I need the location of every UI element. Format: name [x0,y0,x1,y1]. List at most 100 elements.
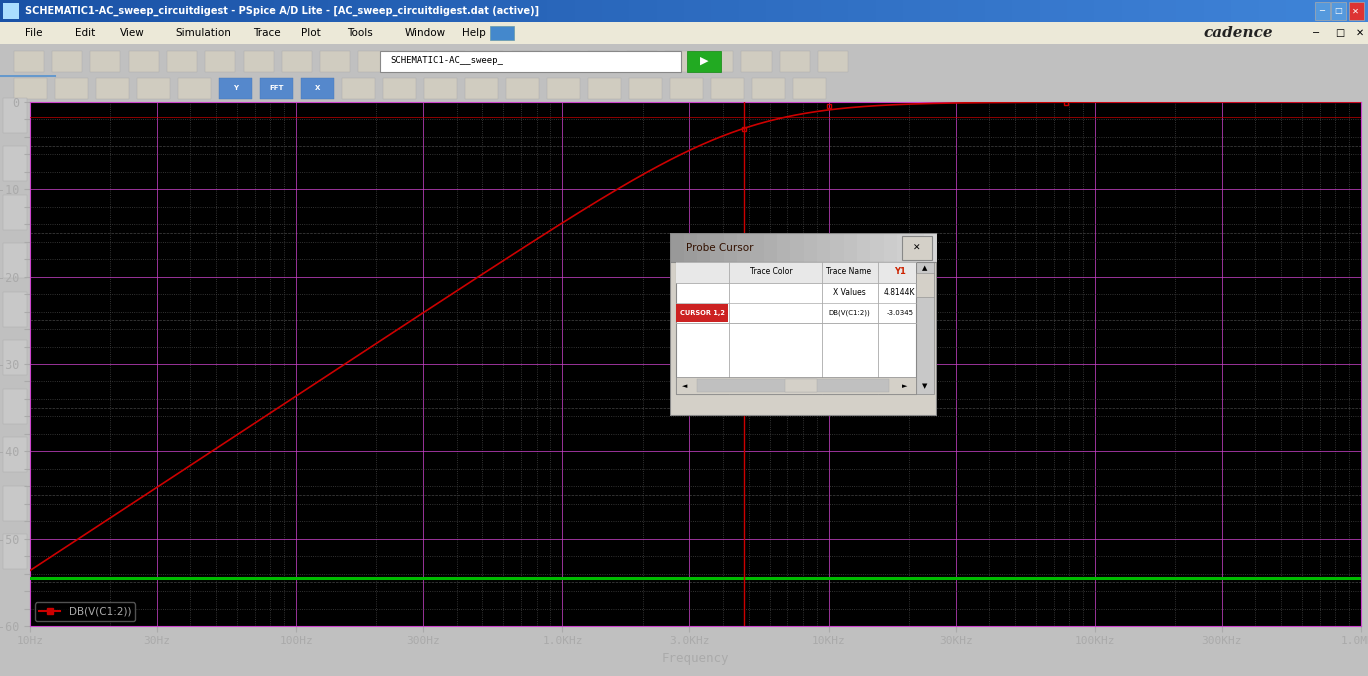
Bar [848,0,876,22]
Text: SCHEMATIC1-AC__sweep_: SCHEMATIC1-AC__sweep_ [390,57,503,66]
Text: File: File [25,28,42,38]
Bar [550,51,580,72]
Text: Window: Window [405,28,446,38]
Bar [876,0,903,22]
Bar [1341,0,1368,22]
Text: Simulation: Simulation [175,28,231,38]
Bar [1259,0,1286,22]
Bar [985,0,1012,22]
Bar [435,51,465,72]
Bar [397,51,427,72]
Bar [911,233,923,262]
Text: □: □ [1334,7,1342,16]
Bar [320,51,350,72]
Text: Y: Y [233,85,238,91]
Bar [328,0,356,22]
Bar [205,51,235,72]
Bar [490,26,514,40]
Bar [358,51,389,72]
Bar [670,78,703,99]
Bar [246,0,274,22]
Bar [1149,0,1176,22]
Bar [793,78,826,99]
Bar [14,51,44,72]
Bar [55,78,88,99]
Bar [520,0,547,22]
Text: ▶: ▶ [699,56,709,66]
Bar [676,377,915,394]
Bar [512,51,542,72]
Text: ✕: ✕ [914,243,921,252]
Bar [424,78,457,99]
Bar [915,262,934,394]
Bar [739,0,766,22]
Bar [547,0,575,22]
Bar [676,262,915,394]
Bar [3,195,27,230]
Bar [547,78,580,99]
Bar [3,486,27,521]
Bar [629,78,662,99]
Bar [903,236,932,260]
Bar [3,3,19,19]
Bar [167,51,197,72]
Bar [137,78,170,99]
Bar [3,98,27,132]
Bar [1231,0,1259,22]
Bar [602,0,629,22]
Bar [90,51,120,72]
Bar [897,233,911,262]
Bar [856,233,870,262]
Bar [793,0,821,22]
Bar [1286,0,1313,22]
Bar [917,273,934,297]
Bar [588,51,618,72]
Bar [3,243,27,279]
Bar [1349,2,1364,20]
Bar [923,233,937,262]
Bar [629,0,657,22]
Bar [711,78,744,99]
Bar [219,0,246,22]
Bar [665,51,695,72]
Bar [178,78,211,99]
Text: cadence: cadence [1204,26,1274,40]
Bar [1094,0,1122,22]
Bar [473,51,503,72]
Text: −: − [1317,7,1326,16]
Bar [780,51,810,72]
Bar [818,51,848,72]
Text: Trace Name: Trace Name [826,267,871,276]
Bar [817,233,830,262]
Bar [930,0,958,22]
Bar [342,78,375,99]
Bar [52,51,82,72]
Bar [244,51,274,72]
Text: X Values: X Values [833,288,866,297]
Bar [588,78,621,99]
Bar [380,51,681,72]
Text: CURSOR 1,2: CURSOR 1,2 [680,310,725,316]
Bar [1067,0,1094,22]
Text: Help: Help [462,28,486,38]
Bar [777,233,791,262]
Text: FFT: FFT [269,85,283,91]
Bar [752,78,785,99]
Bar [506,78,539,99]
Bar [109,0,137,22]
Bar [710,233,724,262]
Text: ✕: ✕ [1352,7,1360,16]
Text: X: X [315,85,320,91]
Bar [96,78,129,99]
Bar [260,78,293,99]
Bar [82,0,109,22]
Bar [684,0,711,22]
Bar [870,233,884,262]
Bar [465,0,492,22]
Bar [696,233,710,262]
Bar [356,0,383,22]
Bar [192,0,219,22]
Text: □: □ [1335,28,1343,38]
Bar [1040,0,1067,22]
Bar [129,51,159,72]
